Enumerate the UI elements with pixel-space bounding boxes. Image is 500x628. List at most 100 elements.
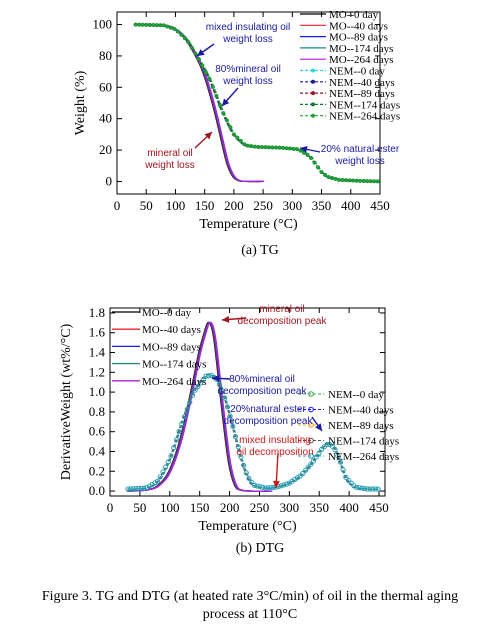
dtg-nem-marker [354,484,360,490]
dtg-nem-marker [257,484,263,490]
legend-marker [308,391,314,397]
tg-nem-marker [242,142,247,147]
legend-label: MO--174 days [142,359,206,371]
y-tick-label: 0.2 [89,463,105,478]
tg-nem-marker [137,22,142,27]
legend-label: MO--40 days [142,324,201,336]
dtg-nem-marker [216,381,222,387]
y-tick-label: 60 [99,79,112,94]
dtg-nem-marker [179,421,185,427]
y-tick-label: 100 [93,17,113,32]
dtg-nem-marker [125,486,131,492]
dtg-nem-marker [254,483,260,489]
annotation-mineral-oil: weight loss [144,160,194,171]
y-tick-label: 20 [99,142,112,157]
dtg-nem-marker [130,486,136,492]
legend-marker [311,79,315,84]
tg-nem-marker [186,40,191,45]
tg-nem-marker [200,63,205,68]
dtg-nem-marker [367,486,373,492]
dtg-nem-marker [154,478,161,484]
annotation-arrow-mixed-decomposition-head [272,480,280,488]
annotation-arrow-80-mineral-peak-head [212,374,220,382]
annotation-arrow-20-ester-head [300,145,308,153]
dtg-nem-marker [230,423,236,429]
dtg-nem-marker [340,467,346,473]
dtg-nem-marker [262,485,268,491]
legend-label: MO--89 days [142,341,201,353]
dtg-nem-marker [246,475,252,481]
annotation-20-ester: weight loss [334,156,384,167]
x-tick-label: 300 [280,500,300,515]
dtg-nem-marker [138,485,144,491]
annotation-arrow-mixed-head [197,49,205,56]
tg-nem-marker [224,118,229,123]
tg-nem-marker [266,145,272,150]
tg-nem-marker [326,175,331,180]
legend-marker [311,91,315,96]
dtg-nem-marker [157,474,163,480]
dtg-nem-marker [219,388,225,394]
dtg-nem-marker [168,453,174,459]
dtg-nem-marker [345,478,352,484]
legend-label: NEM--0 day [329,66,385,78]
dtg-nem-marker [200,376,206,382]
subcaption-tg: (a) TG [241,243,278,258]
annotation-80-mineral-peak: 80%mineral oil [229,374,295,385]
tg-nem-marker [210,84,215,90]
legend-label: MO--264 days [329,54,393,66]
dtg-nem-marker [235,444,241,450]
x-tick-label: 0 [107,500,114,515]
tg-nem-marker [203,70,208,75]
dtg-nem-marker [149,481,155,487]
tg-nem-marker [354,178,359,183]
dtg-nem-marker [375,486,381,492]
y-tick-label: 0.8 [89,404,105,419]
legend-marker [308,437,314,444]
dtg-nem-marker [335,453,341,459]
legend-marker [308,453,314,459]
dtg-nem-marker [343,474,349,480]
tg-nem-marker [323,172,328,177]
x-tick-label: 350 [312,198,332,213]
dtg-nem-marker [337,459,344,465]
dtg-nem-marker [189,392,196,398]
dtg-nem-marker [195,384,201,390]
tg-nem-marker [249,144,254,149]
tg-nem-marker [196,57,201,62]
annotation-80-mineral: weight loss [222,76,272,87]
dtg-nem-marker [308,461,314,467]
dtg-nem-marker [348,480,354,486]
legend-label: NEM--89 days [328,420,394,432]
annotation-mixed-oil: mixed insulating oil [206,22,291,33]
legend-marker [311,113,315,118]
dtg-nem-marker [181,414,187,420]
dtg-nem-marker [206,373,212,379]
tg-nem-marker [228,125,233,130]
tg-nem-marker [308,155,314,160]
dtg-nem-marker [324,441,330,448]
x-tick-label: 400 [341,198,361,213]
annotation-arrow-80-mineral-head [222,98,230,106]
plot-frame [116,11,381,195]
x-tick-label: 150 [190,500,210,515]
dtg-nem-marker [359,485,365,491]
y-tick-label: 1.0 [89,384,105,399]
tg-nem-marker [175,29,180,34]
tg-nem-marker [305,152,310,157]
dtg-nem-marker [184,406,190,413]
annotation-20-ester: 20% natural ester [321,144,400,155]
legend-marker [308,422,314,428]
tg-nem-marker [235,135,240,140]
dtg-nem-marker [141,485,147,491]
x-tick-label: 50 [133,500,146,515]
x-tick-label: 400 [339,500,359,515]
annotation-80-mineral-peak: decomposition peak [218,386,308,397]
figure-caption-line-1: Figure 3. TG and DTG (at heated rate 3°C… [41,589,459,604]
dtg-nem-marker [198,380,204,386]
dtg-nem-marker [144,485,150,491]
legend-label: NEM--40 days [328,405,394,417]
tg-nem-marker [273,145,279,150]
tg-nem-marker [161,23,166,28]
x-tick-label: 450 [370,198,390,213]
